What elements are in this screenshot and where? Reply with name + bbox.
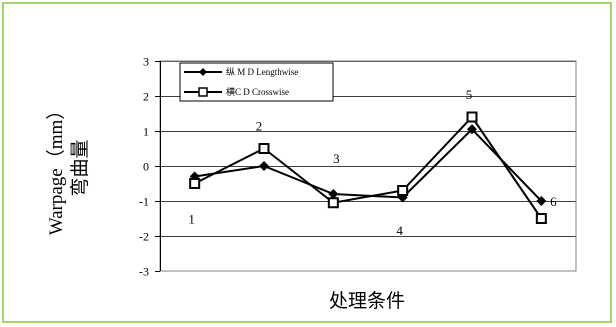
condition-label-5: 5 [466,87,473,102]
lengthwise-point-6 [536,196,547,206]
y-tick-label--3: -3 [139,265,149,279]
condition-label-3: 3 [333,151,340,166]
legend-label-2: 横C D Crosswise [226,86,289,97]
legend-marker-crosswise [198,87,208,97]
y-axis-label-chinese: 弯曲量 [69,139,91,196]
series-line-2 [194,115,543,220]
series-lengthwise [189,124,547,206]
condition-label-1: 1 [188,212,195,227]
series-group [189,111,547,224]
legend-marker-lengthwise [199,68,207,76]
crosswise-point-6 [535,213,547,224]
axes [155,60,577,272]
lengthwise-point-3 [328,189,339,199]
y-tick-label-0: 0 [143,160,149,174]
crosswise-point-1 [189,178,201,189]
y-tick-label-3: 3 [143,55,149,69]
crosswise-point-4 [397,185,409,196]
y-tick-label--1: -1 [139,195,149,209]
series-crosswise [189,111,547,224]
crosswise-point-2 [258,143,270,154]
y-tick-label--2: -2 [139,230,149,244]
lengthwise-point-2 [259,161,269,171]
legend-label-1: 纵 M D Lengthwise [226,67,298,77]
series-line-1 [194,127,543,202]
crosswise-point-3 [327,197,339,209]
y-axis-label-english: Warpage（mm） [45,101,67,236]
chart-frame [2,2,612,323]
y-tick-label-2: 2 [143,90,149,104]
x-axis-label: 处理条件 [329,290,405,312]
point-annotations: 1 2 3 4 5 6 [188,87,557,238]
condition-label-4: 4 [396,223,403,238]
lengthwise-point-5 [467,124,477,135]
condition-label-2: 2 [256,119,263,134]
legend: 纵 M D Lengthwise 横C D Crosswise [179,62,334,102]
y-tick-label-1: 1 [143,125,149,139]
condition-label-6: 6 [550,194,557,209]
y-tick-labels: 3 2 1 0 -1 -2 -3 [139,55,149,279]
crosswise-point-5 [466,111,478,123]
